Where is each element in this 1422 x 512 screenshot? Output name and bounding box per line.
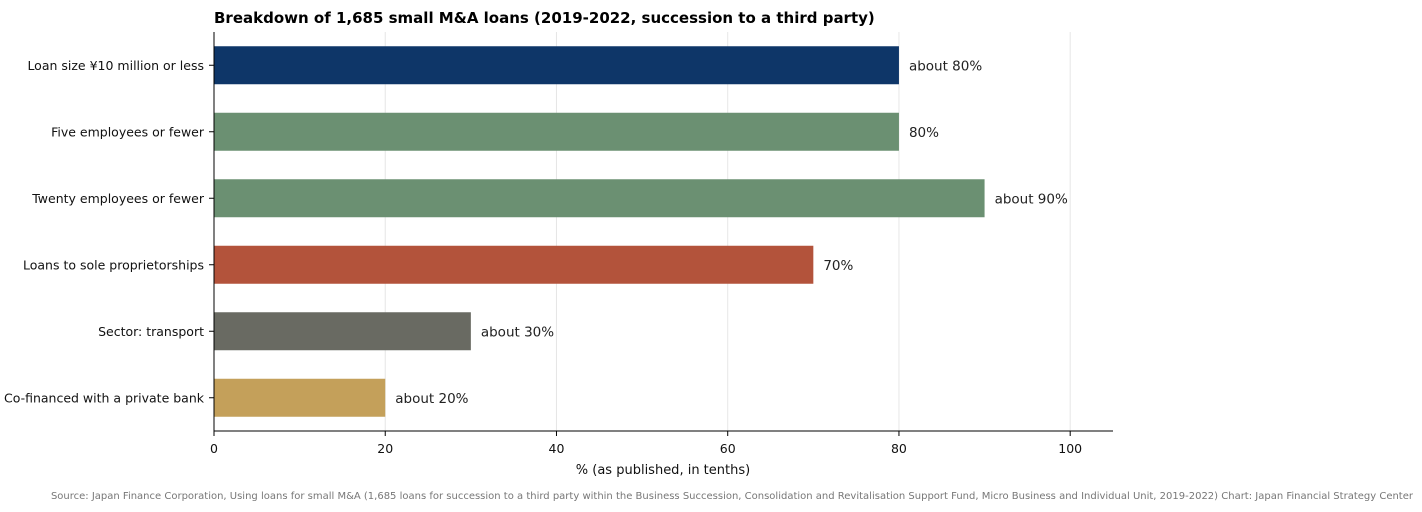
category-label: Sector: transport	[98, 324, 204, 339]
data-label: about 30%	[481, 324, 554, 340]
bars	[214, 46, 985, 417]
bar	[214, 46, 899, 85]
x-tick-label: 100	[1058, 441, 1082, 456]
gridlines	[384, 32, 1071, 431]
x-tick-label: 0	[210, 441, 218, 456]
category-labels: Loan size ¥10 million or less Five employ…	[4, 58, 214, 405]
data-label: about 80%	[909, 58, 982, 74]
category-label: Co-financed with a private bank	[4, 390, 205, 405]
bar	[214, 179, 985, 218]
x-axis-label: % (as published, in tenths)	[576, 463, 750, 478]
category-label: Loan size ¥10 million or less	[27, 58, 204, 73]
bar	[214, 245, 814, 284]
category-label: Five employees or fewer	[51, 124, 205, 139]
chart-title: Breakdown of 1,685 small M&A loans (2019…	[214, 9, 875, 27]
source-note: Source: Japan Finance Corporation, Using…	[51, 491, 1414, 502]
x-tick-label: 40	[549, 441, 565, 456]
category-label: Twenty employees or fewer	[31, 191, 205, 206]
x-tick-label: 60	[720, 441, 736, 456]
data-label: about 90%	[995, 191, 1068, 207]
bar	[214, 112, 899, 151]
data-label: 70%	[823, 258, 853, 274]
x-tick-label: 80	[891, 441, 907, 456]
x-ticks: 0 20 40 60 80 100	[210, 431, 1082, 456]
bar	[214, 378, 386, 417]
category-label: Loans to sole proprietorships	[23, 257, 204, 272]
data-label: 80%	[909, 125, 939, 141]
x-tick-label: 20	[377, 441, 393, 456]
bar	[214, 312, 471, 351]
axes	[213, 32, 1113, 432]
data-labels: about 80% 80% about 90% 70% about 30% about 2…	[395, 58, 1068, 407]
data-label: about 20%	[395, 391, 468, 407]
